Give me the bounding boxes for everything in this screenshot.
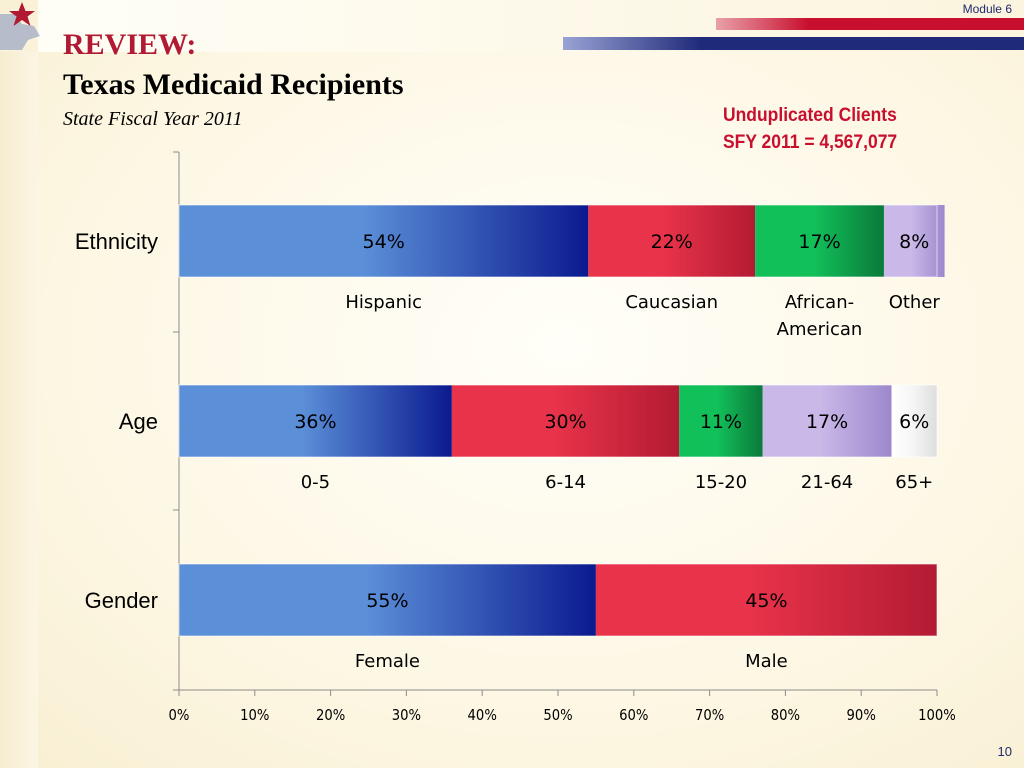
data-label: 17% <box>798 231 840 253</box>
category-label-gender: Gender <box>85 588 158 613</box>
x-tick-label: 80% <box>771 707 800 724</box>
x-tick-label: 50% <box>543 707 572 724</box>
x-tick-label: 40% <box>468 707 497 724</box>
segment-label: Female <box>355 651 420 672</box>
category-label-ethnicity: Ethnicity <box>75 229 158 254</box>
data-label: 30% <box>544 411 586 433</box>
x-tick-label: 70% <box>695 707 724 724</box>
data-label: 54% <box>363 231 405 253</box>
segment-label: Caucasian <box>625 292 718 313</box>
segment-label: African- <box>785 292 854 313</box>
data-label: 17% <box>806 411 848 433</box>
stacked-bar-chart: 0% 10% 20% 30% 40% 50% 60% 70% 80% 90% 100% Ethnici… <box>0 0 1024 768</box>
x-tick-label: 60% <box>619 707 648 724</box>
segment-label: Male <box>745 651 788 672</box>
x-tick-label: 10% <box>240 707 269 724</box>
segment-label: Hispanic <box>345 292 422 313</box>
data-label: 6% <box>899 411 929 433</box>
page-number: 10 <box>998 744 1012 759</box>
segment-label: 6-14 <box>545 472 586 493</box>
data-label: 55% <box>366 590 408 612</box>
segment-label: 65+ <box>895 472 933 493</box>
category-label-age: Age <box>119 409 158 434</box>
data-label: 8% <box>899 231 929 253</box>
data-label: 45% <box>745 590 787 612</box>
x-tick-label: 100% <box>918 707 956 724</box>
x-tick-label: 30% <box>392 707 421 724</box>
segment-label: 21-64 <box>801 472 853 493</box>
segment-label: 0-5 <box>301 472 330 493</box>
segment-label: Other <box>889 292 941 313</box>
data-label: 11% <box>700 411 742 433</box>
data-label: 22% <box>651 231 693 253</box>
x-tick-label: 0% <box>169 707 190 724</box>
data-label: 36% <box>294 411 336 433</box>
segment-label: American <box>777 319 863 340</box>
segment-label: 15-20 <box>695 472 747 493</box>
x-tick-label: 90% <box>847 707 876 724</box>
x-tick-label: 20% <box>316 707 345 724</box>
